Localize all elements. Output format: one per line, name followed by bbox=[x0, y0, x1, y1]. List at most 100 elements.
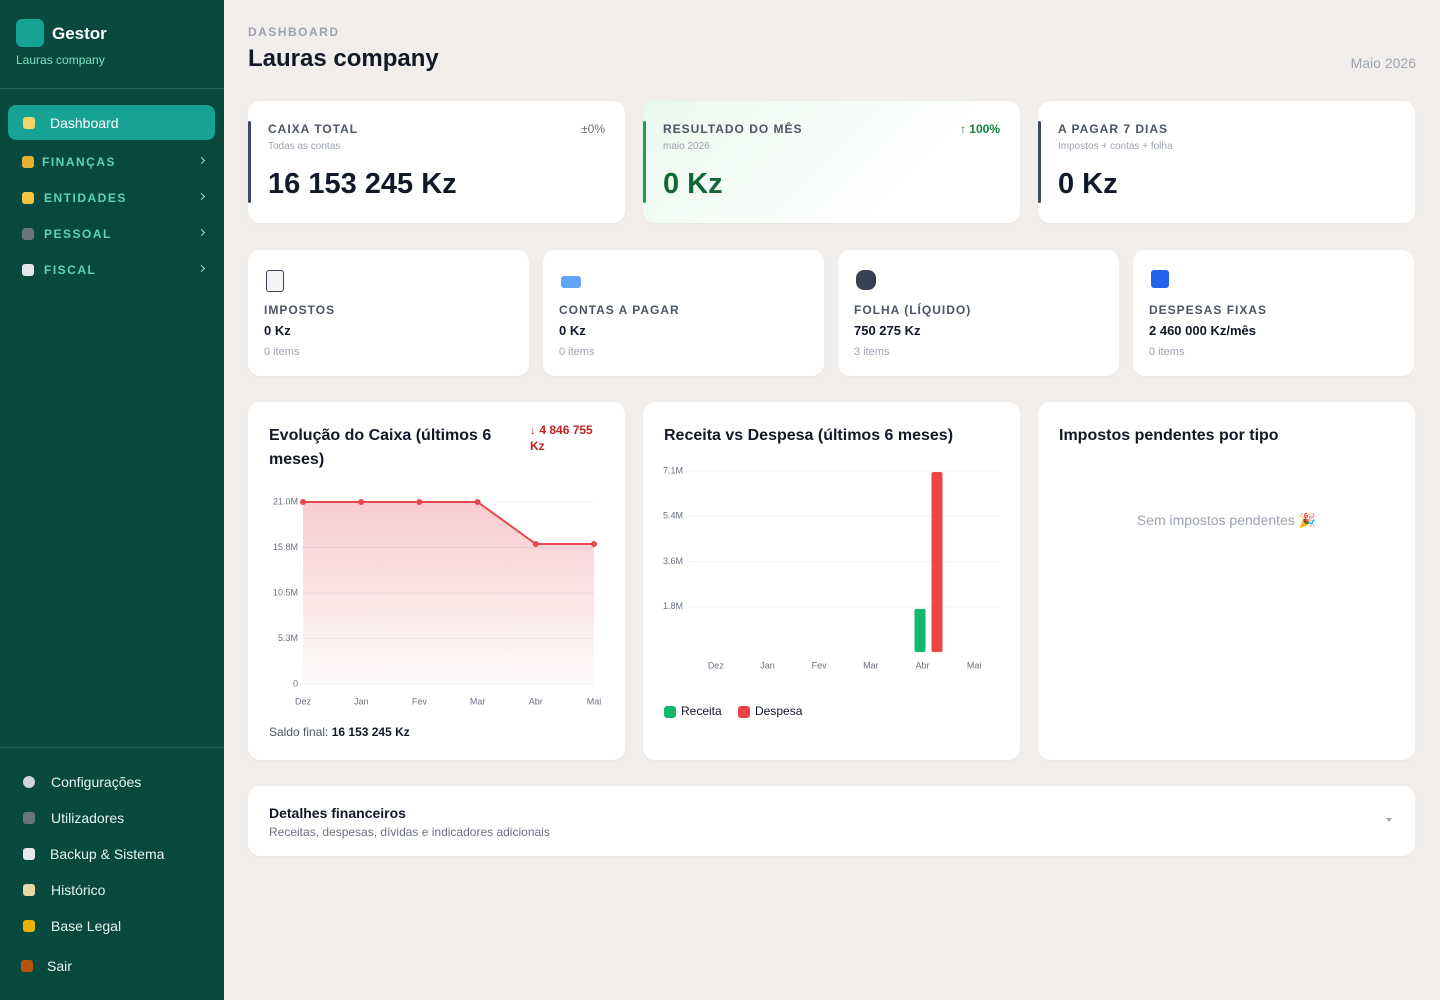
nav-section[interactable]: ENTIDADES bbox=[0, 188, 224, 208]
nav-item[interactable]: Configurações bbox=[0, 771, 224, 793]
nav-section[interactable]: FINANÇAS bbox=[0, 152, 224, 172]
chart-card: Receita vs Despesa (últimos 6 meses) 1.8… bbox=[643, 402, 1020, 760]
kpi-change: ↑ 100% bbox=[959, 122, 1000, 136]
point bbox=[591, 541, 597, 548]
nav-item[interactable]: Dashboard bbox=[8, 105, 215, 140]
chart-footer: Saldo final: 16 153 245 Kz bbox=[269, 725, 410, 739]
icon bbox=[22, 228, 34, 240]
summary-card: IMPOSTOS 0 Kz 0 items bbox=[248, 250, 529, 376]
line bbox=[303, 501, 594, 546]
collapsible[interactable]: Detalhes financeiros Receitas, despesas,… bbox=[248, 786, 1415, 856]
divider bbox=[0, 88, 224, 89]
nav-label: Base Legal bbox=[51, 918, 122, 934]
chevron bbox=[1386, 818, 1392, 822]
nav-item[interactable]: Utilizadores bbox=[0, 807, 224, 829]
area bbox=[303, 502, 594, 684]
chevron bbox=[197, 228, 206, 237]
chart-title: Impostos pendentes por tipo bbox=[1059, 427, 1279, 444]
details-title: Detalhes financeiros bbox=[269, 805, 406, 821]
kpi-card: A PAGAR 7 DIAS Impostos + contas + folha… bbox=[1038, 101, 1415, 223]
kpi-change: ±0% bbox=[581, 122, 605, 136]
card-label: CONTAS A PAGAR bbox=[559, 303, 680, 317]
nav-label: Utilizadores bbox=[51, 810, 125, 826]
accent bbox=[248, 121, 251, 203]
chevron bbox=[197, 264, 206, 273]
y-tick-label: 21.0M bbox=[273, 496, 298, 506]
kpi-value: 0 Kz bbox=[1058, 168, 1118, 200]
eyebrow: DASHBOARD bbox=[248, 25, 340, 39]
y-tick-label: 1.8M bbox=[663, 601, 683, 611]
kpi-card: CAIXA TOTAL Todas as contas ±0% 16 153 2… bbox=[248, 101, 625, 223]
icon bbox=[23, 812, 35, 824]
footer-label: Saldo final: bbox=[269, 725, 329, 739]
chart-delta: ↓ 4 846 755 Kz bbox=[530, 423, 593, 453]
footer-value: 16 153 245 Kz bbox=[331, 725, 410, 739]
x-tick-label: Mai bbox=[587, 696, 602, 706]
sidebar: Gestor Lauras company Dashboard FINANÇAS… bbox=[0, 0, 224, 1000]
x-tick-label: Abr bbox=[529, 696, 543, 706]
card-count: 0 items bbox=[264, 346, 300, 358]
y-tick-label: 5.3M bbox=[278, 633, 298, 643]
point bbox=[300, 499, 306, 505]
nav-label: ENTIDADES bbox=[44, 191, 127, 205]
y-tick-label: 7.1M bbox=[663, 465, 683, 475]
x-tick-label: Dez bbox=[295, 696, 312, 706]
y-tick-label: 10.5M bbox=[273, 587, 298, 597]
summary-card: DESPESAS FIXAS 2 460 000 Kz/mês 0 items bbox=[1133, 250, 1414, 376]
icon bbox=[856, 270, 876, 290]
line-chart: 0 5.3M 10.5M 15.8M 21.0M Dez Jan Fev Mar Abr Mai bbox=[273, 496, 602, 706]
chart-card: Evolução do Caixa (últimos 6 meses) ↓ 4 … bbox=[248, 402, 625, 760]
chart-title: Receita vs Despesa (últimos 6 meses) bbox=[664, 427, 954, 444]
icon bbox=[23, 848, 35, 860]
card-label: IMPOSTOS bbox=[264, 303, 336, 317]
nav-label: FISCAL bbox=[44, 263, 97, 277]
icon bbox=[22, 156, 34, 168]
legend-swatch bbox=[738, 706, 750, 718]
icon bbox=[23, 920, 35, 932]
x-tick-label: Fev bbox=[812, 660, 828, 670]
nav-section[interactable]: PESSOAL bbox=[0, 224, 224, 244]
brand: Gestor bbox=[52, 24, 107, 43]
y-tick-label: 15.8M bbox=[273, 542, 298, 552]
details-subtitle: Receitas, despesas, dívidas e indicadore… bbox=[269, 825, 550, 839]
y-tick-label: 3.6M bbox=[663, 556, 683, 566]
card-value: 2 460 000 Kz/mês bbox=[1149, 323, 1256, 338]
accent bbox=[643, 121, 646, 203]
point bbox=[416, 499, 423, 505]
point bbox=[358, 499, 365, 505]
x-tick-label: Jan bbox=[354, 696, 369, 706]
kpi-sub: maio 2026 bbox=[663, 141, 710, 152]
nav-label: Histórico bbox=[51, 882, 106, 898]
legend-label: Receita bbox=[681, 704, 722, 718]
icon bbox=[266, 270, 284, 292]
y-tick-label: 0 bbox=[293, 678, 298, 688]
card-label: FOLHA (LÍQUIDO) bbox=[854, 303, 972, 317]
chevron bbox=[197, 192, 206, 201]
nav-item[interactable]: Backup & Sistema bbox=[0, 843, 224, 865]
nav-label: FINANÇAS bbox=[42, 155, 116, 169]
nav-label: Dashboard bbox=[50, 115, 119, 131]
card-value: 0 Kz bbox=[559, 323, 586, 338]
x-tick-label: Jan bbox=[760, 660, 775, 670]
nav-item[interactable]: Sair bbox=[0, 955, 224, 977]
nav-item[interactable]: Histórico bbox=[0, 879, 224, 901]
x-tick-label: Mar bbox=[470, 696, 486, 706]
logo bbox=[16, 19, 44, 47]
card-label: DESPESAS FIXAS bbox=[1149, 303, 1268, 317]
x-tick-label: Fev bbox=[412, 696, 428, 706]
point bbox=[532, 541, 539, 548]
kpi-value: 0 Kz bbox=[663, 168, 723, 200]
kpi-label: CAIXA TOTAL bbox=[268, 122, 359, 136]
y-tick-label: 5.4M bbox=[663, 511, 683, 521]
nav-item[interactable]: Base Legal bbox=[0, 915, 224, 937]
page-title: Lauras company bbox=[248, 45, 439, 72]
nav-section[interactable]: FISCAL bbox=[0, 260, 224, 280]
legend-swatch bbox=[664, 706, 676, 718]
card-value: 0 Kz bbox=[264, 323, 291, 338]
icon bbox=[23, 884, 35, 896]
icon bbox=[23, 776, 35, 788]
nav-label: Configurações bbox=[51, 774, 142, 790]
x-tick-label: Mar bbox=[863, 660, 879, 670]
summary-card: FOLHA (LÍQUIDO) 750 275 Kz 3 items bbox=[838, 250, 1119, 376]
